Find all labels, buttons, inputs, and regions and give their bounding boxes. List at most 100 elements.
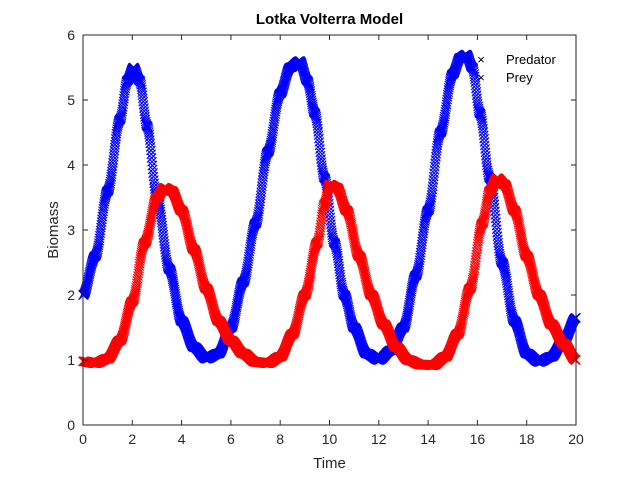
- marker: [135, 251, 146, 262]
- marker: [99, 198, 110, 209]
- x-tick-label: 4: [178, 431, 186, 447]
- marker: [457, 313, 468, 323]
- marker: [206, 296, 217, 307]
- legend-marker-predator: ×: [477, 52, 485, 67]
- marker: [92, 244, 103, 255]
- legend: × Predator × Prey: [477, 52, 556, 85]
- marker: [515, 225, 525, 236]
- marker: [161, 252, 171, 263]
- marker: [402, 310, 413, 321]
- y-tick-label: 6: [67, 27, 75, 43]
- marker: [130, 288, 141, 299]
- marker: [111, 126, 122, 137]
- x-tick-label: 20: [568, 431, 584, 447]
- marker: [514, 221, 525, 232]
- marker: [504, 192, 515, 203]
- marker: [279, 77, 290, 87]
- marker: [419, 218, 430, 229]
- marker: [503, 189, 514, 200]
- marker: [504, 191, 514, 201]
- marker: [252, 213, 263, 223]
- marker: [307, 254, 318, 265]
- marker: [147, 156, 157, 167]
- marker: [405, 288, 416, 299]
- marker: [205, 293, 216, 304]
- marker: [290, 323, 301, 334]
- marker: [280, 75, 291, 86]
- marker: [231, 300, 242, 311]
- marker: [146, 149, 157, 160]
- marker: [241, 269, 251, 280]
- marker: [303, 277, 314, 288]
- marker: [458, 311, 468, 321]
- x-tick-label: 8: [276, 431, 284, 447]
- x-tick-label: 14: [420, 431, 436, 447]
- marker: [147, 160, 158, 171]
- legend-marker-prey: ×: [477, 70, 485, 85]
- marker: [146, 214, 156, 225]
- marker: [259, 158, 270, 169]
- marker: [143, 123, 154, 134]
- marker: [347, 227, 358, 238]
- marker: [514, 223, 525, 234]
- marker: [400, 319, 411, 330]
- marker: [503, 187, 513, 197]
- marker: [303, 279, 314, 290]
- marker: [357, 256, 367, 267]
- marker: [347, 223, 357, 234]
- marker: [230, 306, 241, 317]
- marker: [301, 287, 312, 298]
- series-predator: [78, 49, 581, 367]
- marker: [321, 193, 332, 204]
- marker: [117, 330, 128, 341]
- marker: [321, 191, 332, 202]
- marker: [515, 229, 526, 240]
- marker: [406, 286, 417, 297]
- marker: [265, 139, 276, 150]
- x-tick-label: 2: [128, 431, 136, 447]
- marker: [458, 307, 469, 318]
- chart-title: Lotka Volterra Model: [256, 11, 403, 28]
- marker: [515, 331, 526, 342]
- legend-label-prey: Prey: [506, 70, 533, 85]
- y-tick-label: 0: [67, 417, 75, 433]
- marker: [145, 216, 156, 227]
- marker: [104, 180, 115, 191]
- marker: [402, 312, 412, 323]
- y-axis-label: Biomass: [45, 201, 62, 259]
- marker: [231, 302, 242, 313]
- marker: [146, 153, 157, 163]
- marker: [146, 145, 156, 156]
- marker: [413, 263, 424, 274]
- marker: [279, 79, 289, 90]
- marker: [166, 266, 176, 277]
- marker: [503, 188, 514, 199]
- legend-label-predator: Predator: [506, 52, 557, 67]
- marker: [458, 309, 469, 320]
- y-tick-label: 3: [67, 222, 75, 238]
- marker: [144, 222, 155, 232]
- marker: [499, 265, 510, 276]
- x-tick-label: 18: [519, 431, 535, 447]
- marker: [341, 293, 352, 304]
- marker: [206, 295, 217, 305]
- x-axis-label: Time: [313, 455, 346, 472]
- marker: [168, 276, 179, 287]
- marker: [304, 80, 314, 91]
- marker: [307, 256, 318, 267]
- marker: [207, 300, 218, 311]
- marker: [297, 61, 308, 71]
- x-tick-label: 12: [371, 431, 387, 447]
- marker: [167, 274, 178, 285]
- x-tick-label: 16: [470, 431, 486, 447]
- marker: [347, 225, 358, 236]
- y-tick-label: 5: [67, 92, 75, 108]
- marker: [191, 249, 202, 260]
- marker: [505, 302, 516, 313]
- marker: [473, 231, 484, 242]
- marker: [443, 82, 454, 93]
- marker: [279, 78, 290, 89]
